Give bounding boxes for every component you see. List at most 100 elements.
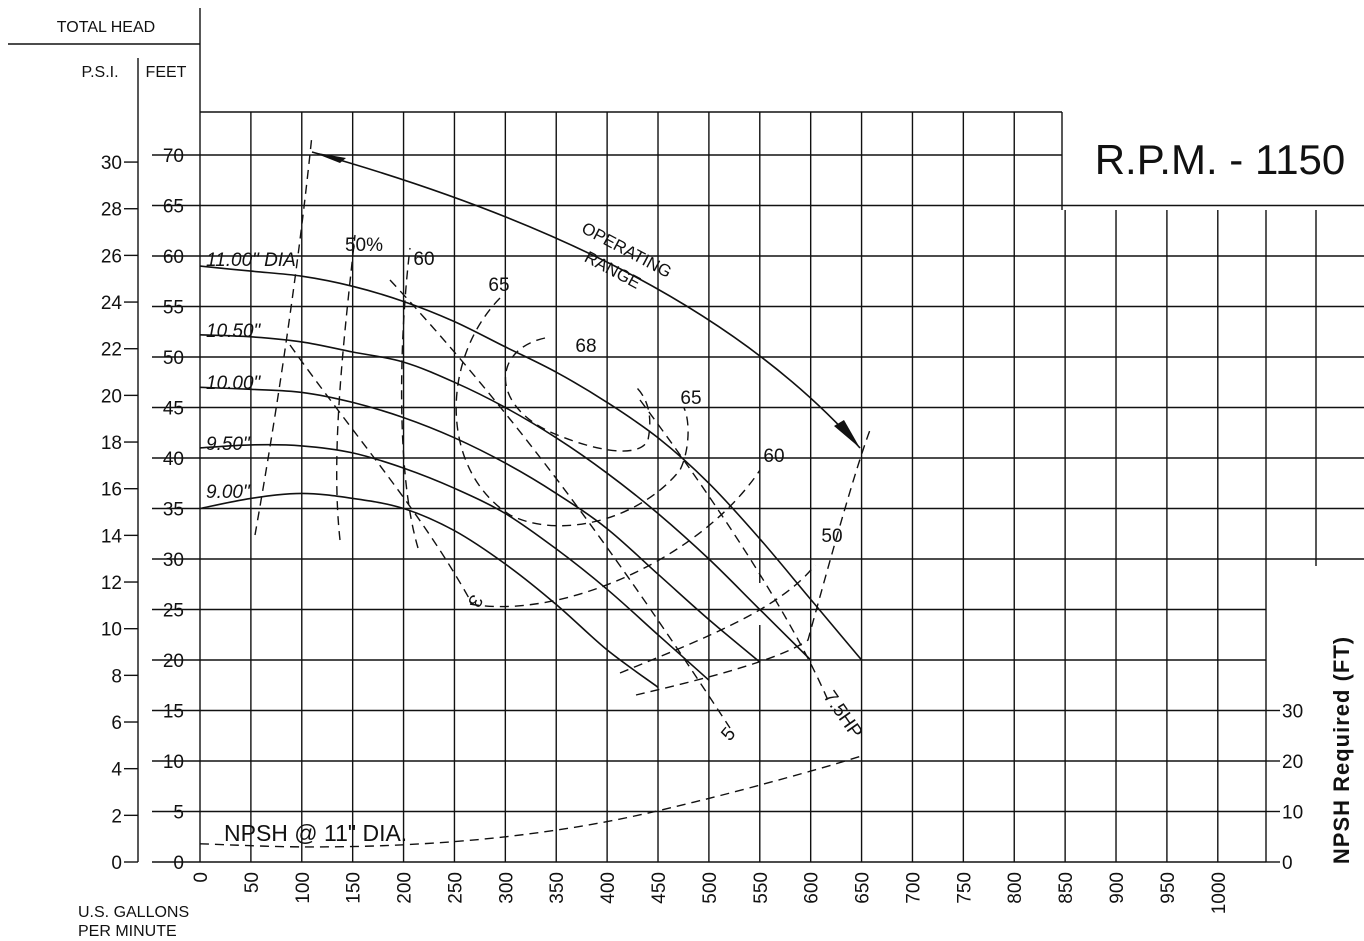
operating-range-arrow bbox=[311, 151, 861, 449]
head-curve bbox=[199, 334, 812, 661]
psi-tick-label: 14 bbox=[101, 526, 123, 547]
rpm-label: R.P.M. - 1150 bbox=[1095, 136, 1346, 183]
psi-label: P.S.I. bbox=[81, 64, 118, 81]
x-tick-label: 700 bbox=[903, 872, 924, 904]
x-tick-label: 950 bbox=[1158, 872, 1179, 904]
eff-label-50: 50% bbox=[345, 235, 383, 256]
x-tick-label: 100 bbox=[293, 872, 314, 904]
dia-label-11: 11.00" DIA bbox=[206, 250, 296, 271]
feet-tick-label: 25 bbox=[163, 601, 184, 622]
x-tick-label: 1000 bbox=[1209, 872, 1230, 914]
hp-line-3 bbox=[289, 344, 471, 601]
chart-grid bbox=[199, 111, 1364, 863]
head-curve bbox=[199, 265, 863, 661]
arrowhead-left-icon bbox=[312, 152, 346, 163]
chart-marks bbox=[199, 265, 863, 848]
x-tick-label: 400 bbox=[598, 872, 619, 904]
psi-tick-label: 26 bbox=[101, 246, 122, 267]
dia-label-10-00: 10.00" bbox=[206, 373, 262, 394]
efficiency-contour-50-right bbox=[619, 564, 816, 674]
feet-tick-label: 45 bbox=[163, 399, 184, 420]
psi-tick-label: 12 bbox=[101, 573, 122, 594]
x-tick-label: 550 bbox=[751, 872, 772, 904]
x-unit-label-line1: U.S. GALLONS bbox=[78, 904, 189, 921]
eff-label-65-left: 65 bbox=[488, 275, 509, 296]
x-tick-label: 250 bbox=[445, 872, 466, 904]
psi-tick-label: 22 bbox=[101, 340, 122, 361]
npsh-tick-label: 20 bbox=[1282, 752, 1303, 773]
head-curve bbox=[199, 443, 710, 681]
x-tick-label: 200 bbox=[395, 872, 416, 904]
eff-label-60-left: 60 bbox=[413, 249, 434, 270]
psi-tick-label: 30 bbox=[101, 153, 122, 174]
psi-tick-label: 6 bbox=[111, 713, 122, 734]
x-tick-label: 750 bbox=[954, 872, 975, 904]
psi-tick-label: 10 bbox=[101, 620, 122, 641]
hp-line-5 bbox=[389, 279, 731, 729]
x-tick-label: 350 bbox=[547, 872, 568, 904]
feet-tick-label: 0 bbox=[173, 853, 184, 874]
psi-tick-label: 16 bbox=[101, 480, 122, 501]
npsh-curve-label: NPSH @ 11" DIA. bbox=[224, 820, 407, 846]
x-tick-label: 650 bbox=[853, 872, 874, 904]
npsh-tick-label: 10 bbox=[1282, 803, 1303, 824]
x-tick-label: 850 bbox=[1056, 872, 1077, 904]
feet-label: FEET bbox=[146, 64, 187, 81]
x-tick-label: 600 bbox=[802, 872, 823, 904]
x-tick-label: 450 bbox=[649, 872, 670, 904]
psi-tick-label: 24 bbox=[101, 293, 123, 314]
head-curve bbox=[199, 492, 659, 688]
eff-label-65-right: 65 bbox=[680, 388, 701, 409]
npsh-tick-label: 0 bbox=[1282, 853, 1293, 874]
feet-tick-label: 60 bbox=[163, 247, 184, 268]
total-head-label: TOTAL HEAD bbox=[57, 19, 155, 36]
x-tick-label: 150 bbox=[344, 872, 365, 904]
arrowhead-right-icon bbox=[834, 420, 860, 448]
efficiency-contour-50-left bbox=[336, 234, 356, 541]
npsh-axis-label: NPSH Required (FT) bbox=[1329, 636, 1354, 864]
feet-tick-label: 15 bbox=[163, 702, 184, 723]
dia-label-9-00: 9.00" bbox=[206, 482, 251, 503]
psi-tick-label: 20 bbox=[101, 386, 122, 407]
feet-tick-label: 40 bbox=[163, 449, 184, 470]
psi-tick-label: 4 bbox=[111, 760, 122, 781]
eff-label-60-right: 60 bbox=[763, 446, 784, 467]
x-tick-label: 900 bbox=[1107, 872, 1128, 904]
x-tick-label: 0 bbox=[191, 872, 212, 883]
feet-tick-label: 5 bbox=[173, 803, 184, 824]
npsh-tick-label: 30 bbox=[1282, 702, 1303, 723]
dia-label-9-50: 9.50" bbox=[206, 434, 251, 455]
feet-tick-label: 55 bbox=[163, 298, 184, 319]
psi-tick-label: 2 bbox=[111, 806, 122, 827]
feet-tick-label: 35 bbox=[163, 500, 184, 521]
head-curve bbox=[199, 386, 761, 663]
psi-tick-label: 28 bbox=[101, 200, 122, 221]
efficiency-contour-50-edge bbox=[635, 429, 871, 696]
feet-tick-label: 10 bbox=[163, 752, 184, 773]
hp-label-7-5: 7.5HP bbox=[819, 687, 866, 742]
feet-tick-label: 50 bbox=[163, 348, 184, 369]
efficiency-contour-60-left bbox=[400, 247, 419, 549]
psi-tick-label: 8 bbox=[111, 666, 122, 687]
feet-tick-label: 65 bbox=[163, 197, 184, 218]
x-tick-label: 50 bbox=[242, 872, 263, 893]
psi-tick-label: 18 bbox=[101, 433, 122, 454]
x-tick-label: 800 bbox=[1005, 872, 1026, 904]
eff-label-50-right: 50 bbox=[821, 526, 842, 547]
feet-tick-label: 20 bbox=[163, 651, 184, 672]
feet-tick-label: 30 bbox=[163, 550, 184, 571]
x-tick-label: 500 bbox=[700, 872, 721, 904]
efficiency-contour-65 bbox=[455, 297, 689, 527]
hp-line-7-5 bbox=[639, 399, 831, 706]
x-unit-label-line2: PER MINUTE bbox=[78, 923, 177, 940]
x-tick-label: 300 bbox=[496, 872, 517, 904]
feet-tick-label: 70 bbox=[163, 146, 184, 167]
efficiency-contour-60-right bbox=[469, 469, 761, 608]
efficiency-contour-68 bbox=[504, 337, 651, 452]
axis-ticks: 0 50 100 150 200 250 300 350 400 450 500 550 600 650 7… bbox=[101, 146, 1303, 914]
psi-tick-label: 0 bbox=[111, 853, 122, 874]
eff-label-68: 68 bbox=[575, 336, 596, 357]
npsh-curve bbox=[199, 755, 862, 848]
min-flow-line bbox=[254, 134, 313, 536]
